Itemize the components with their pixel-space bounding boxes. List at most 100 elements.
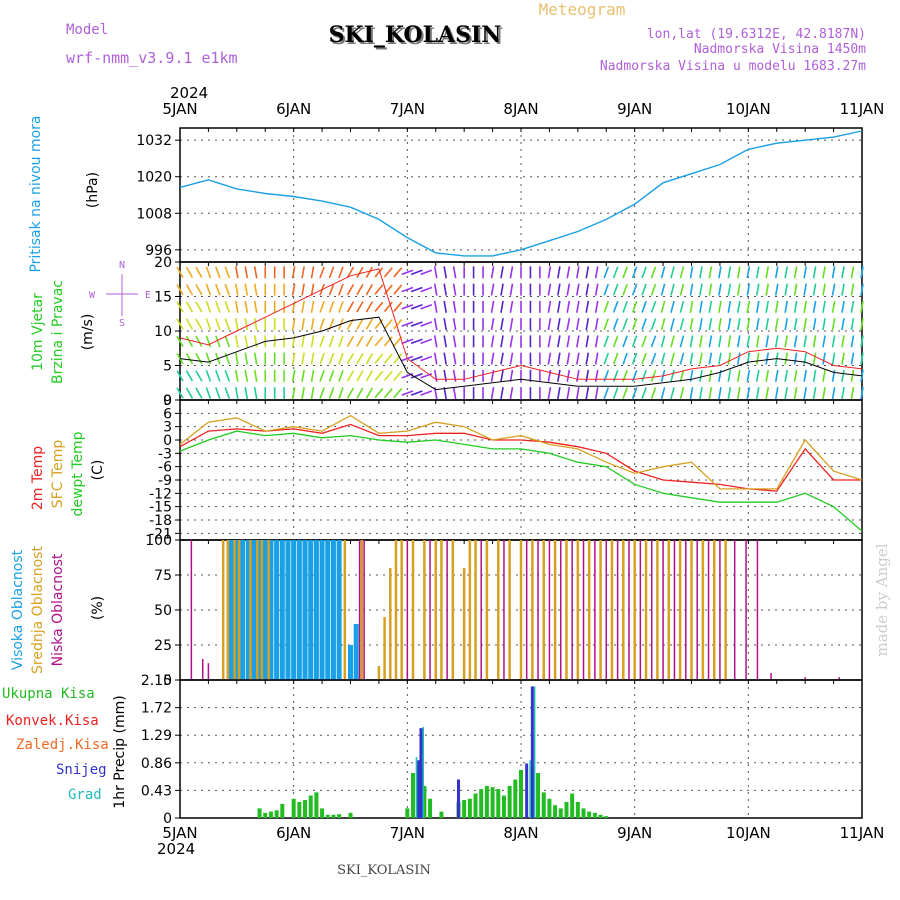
day-label-bottom: 6JAN [276, 824, 311, 842]
wind-arrow [603, 266, 610, 279]
wind-arrow [244, 352, 249, 365]
precip-bar-total [479, 789, 484, 818]
precip-bar-total [547, 798, 552, 818]
wind-arrow [793, 387, 798, 400]
cloud-bar-low [537, 540, 539, 680]
y-tick-label: -12 [149, 486, 172, 502]
y-tick-label: 1032 [136, 133, 172, 149]
wind-arrow [708, 266, 713, 279]
wind-arrow [557, 300, 561, 313]
cloud-bar-low [662, 540, 664, 680]
wind-arrow [420, 355, 433, 362]
wind-arrow [185, 353, 194, 365]
wind-arrow [443, 266, 448, 279]
wind-arrow [755, 387, 760, 400]
wind-arrow [176, 387, 184, 399]
wind-arrow [746, 335, 751, 348]
precip-bar-total [348, 812, 353, 818]
temp-ylabel-dewpt: dewpt Temp [70, 431, 86, 516]
wind-ylabel-name2: Brzina i Pravac [50, 280, 66, 384]
wind-arrow [660, 335, 666, 348]
wind-arrow [670, 266, 675, 279]
wind-arrow [253, 283, 258, 296]
cloud-bar-mid [485, 540, 489, 680]
wind-arrow [708, 369, 713, 382]
wind-arrow [253, 369, 258, 382]
wind-arrow [612, 387, 619, 400]
wind-arrow [793, 335, 798, 348]
wind-arrow [679, 283, 685, 296]
wind-arrow [547, 283, 552, 296]
wind-arrow [679, 369, 685, 382]
wind-arrow [310, 300, 315, 313]
precip-bar-total [428, 798, 433, 818]
wind-arrow [338, 266, 344, 279]
precip-bar-total [604, 816, 609, 818]
wind-arrow [670, 335, 675, 348]
wind-arrow [841, 369, 845, 382]
elevation-label: Nadmorska Visina 1450m [694, 42, 866, 57]
compass-w: W [89, 290, 96, 301]
day-label-top: 5JAN [162, 100, 197, 118]
wind-arrow [612, 318, 619, 331]
cloud-bar-mid [656, 540, 659, 680]
wind-arrow [679, 335, 685, 348]
wind-arrow [374, 336, 384, 347]
wind-arrow [708, 352, 713, 365]
wind-arrow [708, 300, 713, 313]
cloud-bar-high [257, 540, 263, 680]
wind-arrow [356, 370, 364, 382]
wind-arrow [557, 283, 561, 296]
wind-arrow [215, 283, 221, 296]
wind-arrow [841, 300, 845, 313]
wind-arrow [622, 318, 628, 331]
precip-bar-total [473, 793, 478, 818]
precip-bar-grad [529, 760, 531, 818]
wind-arrow [718, 387, 722, 400]
wind-arrow [566, 352, 571, 365]
wind-arrow [500, 283, 504, 296]
wind-arrow [500, 318, 504, 331]
wind-arrow [755, 335, 760, 348]
wind-arrow [393, 318, 403, 330]
y-tick-label: 25 [154, 638, 172, 654]
watermark: made by Angel [873, 543, 891, 656]
wind-arrow [612, 266, 619, 279]
y-tick-label: 0.86 [141, 756, 172, 772]
wind-arrow [841, 352, 845, 365]
cloud-bar-mid [553, 540, 557, 680]
precip-bar-total [536, 773, 541, 818]
wind-arrow [224, 387, 231, 400]
wind-arrow [195, 301, 203, 313]
precip-bar-total [513, 779, 518, 818]
wind-arrow [727, 300, 732, 313]
wind-arrow [195, 370, 203, 382]
cloud-bar-high [274, 540, 280, 680]
wind-arrow [374, 353, 384, 364]
wind-arrow [831, 266, 836, 279]
y-tick-label: 20 [154, 255, 172, 271]
panel-pressure: 996 1008 1020 1032 [136, 127, 863, 263]
wind-arrow [500, 369, 504, 382]
wind-arrow [803, 300, 807, 313]
wind-arrow [452, 369, 457, 382]
precip-bar-total [331, 814, 336, 818]
wind-arrow [557, 335, 561, 348]
wind-arrow [185, 266, 194, 278]
wind-arrow [328, 352, 335, 365]
wind-arrow [433, 318, 438, 331]
dewpoint-line [179, 430, 863, 532]
wind-arrow [585, 300, 590, 313]
wind-arrow [612, 352, 619, 365]
cloud-bar-high [228, 540, 234, 680]
cloud-bar-mid [712, 540, 716, 680]
wind-arrow [793, 352, 798, 365]
wind-arrow [784, 266, 789, 279]
cloud-bar-mid [519, 540, 523, 680]
wind-arrow [301, 352, 305, 365]
wind-arrow [301, 369, 305, 382]
precip-bar-total [519, 769, 523, 818]
year-label-bottom: 2024 [157, 840, 195, 858]
wind-arrow [500, 266, 504, 279]
y-tick-label: 9 [163, 393, 172, 409]
